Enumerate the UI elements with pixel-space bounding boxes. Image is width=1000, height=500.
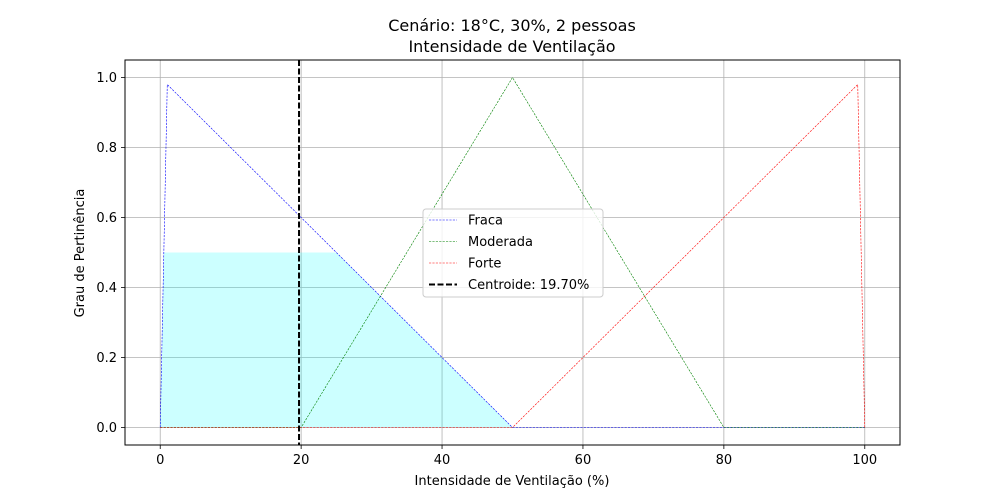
plot-frame xyxy=(124,59,901,446)
legend-label-fraca: Fraca xyxy=(468,214,503,229)
x-tick-label: 80 xyxy=(716,453,733,468)
legend-label-centroid: Centroide: 19.70% xyxy=(468,278,589,293)
y-tick-label: 0.6 xyxy=(96,211,117,226)
legend-label-forte: Forte xyxy=(468,257,501,272)
y-tick-label: 1.0 xyxy=(96,71,117,86)
y-axis-label: Grau de Pertinência xyxy=(73,189,88,318)
legend-box xyxy=(422,208,604,298)
x-axis-label: Intensidade de Ventilação (%) xyxy=(415,474,610,489)
y-tick-label: 0.0 xyxy=(96,421,117,436)
tick-layer: 0 20 40 60 80 100 0.0 0.2 0.4 0.6 0.8 1.0 xyxy=(96,71,877,468)
chart-title-line1: Cenário: 18°C, 30%, 2 pessoas xyxy=(388,16,636,35)
x-tick-label: 20 xyxy=(293,453,310,468)
fill-area-layer xyxy=(160,252,513,428)
x-tick-label: 0 xyxy=(156,453,164,468)
x-tick-label: 40 xyxy=(434,453,451,468)
x-tick-label: 60 xyxy=(575,453,592,468)
legend-label-moderada: Moderada xyxy=(468,235,533,250)
chart-title-line2: Intensidade de Ventilação xyxy=(408,37,615,56)
aggregated-fill-area xyxy=(160,252,513,428)
y-tick-label: 0.2 xyxy=(96,351,117,366)
y-tick-label: 0.4 xyxy=(96,281,117,296)
x-tick-label: 100 xyxy=(852,453,877,468)
series-layer xyxy=(159,76,866,428)
series-line-fraca xyxy=(159,83,865,428)
legend: Fraca Moderada Forte Centroide: 19.70% xyxy=(422,208,604,298)
y-tick-label: 0.8 xyxy=(96,141,117,156)
series-line-forte xyxy=(160,83,866,428)
